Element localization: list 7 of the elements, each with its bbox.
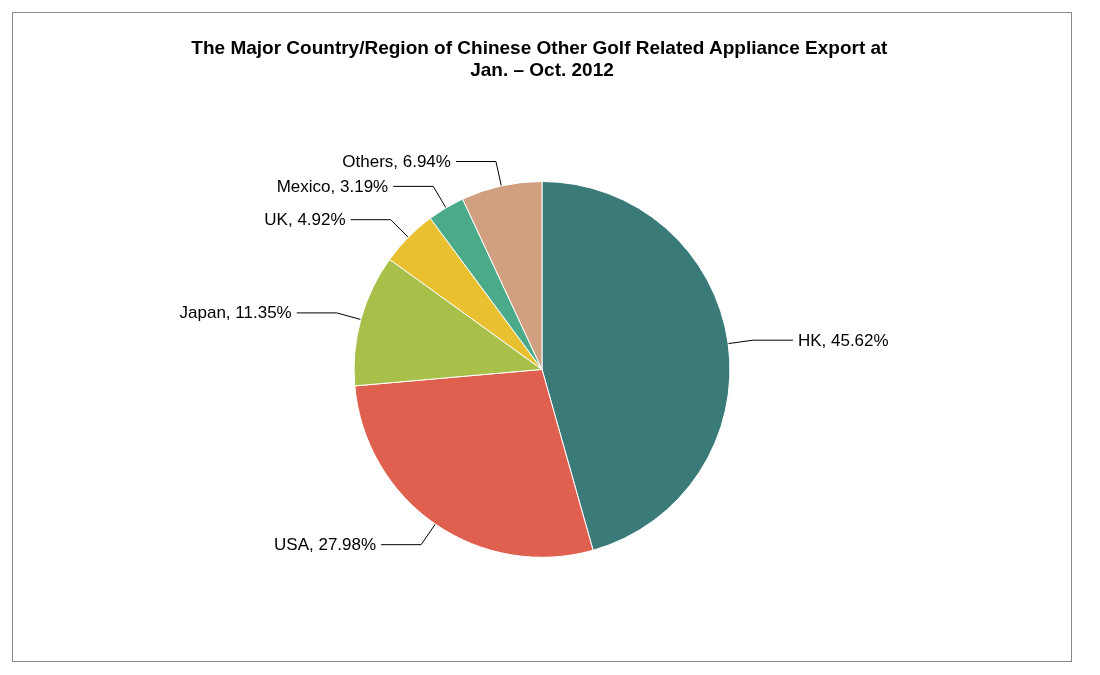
chart-title: The Major Country/Region of Chinese Other Golf Related Appliance Export at Jan. – Oct. 2012 [191, 36, 893, 80]
slice-label: UK, 4.92% [264, 210, 346, 230]
slice-label: USA, 27.98% [274, 535, 377, 555]
slice-label: Mexico, 3.19% [276, 176, 389, 196]
slice-label: HK, 45.62% [797, 330, 889, 350]
slice-label: Others, 6.94% [342, 152, 451, 172]
slice-label: Japan, 11.35% [179, 303, 292, 323]
